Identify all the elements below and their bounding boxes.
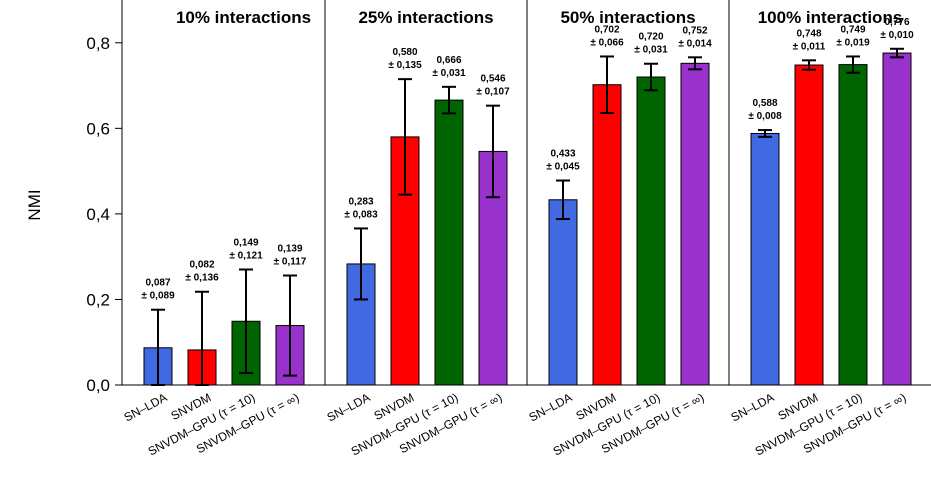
data-label-error: ± 0,083 (344, 209, 378, 220)
data-label-error: ± 0,135 (388, 60, 422, 71)
data-label-error: ± 0,117 (274, 256, 307, 267)
bar (636, 76, 666, 386)
category-label: SN–LDA (325, 390, 373, 424)
panel-title: 10% interactions (176, 8, 311, 27)
data-label-value: 0,087 (145, 278, 170, 289)
y-tick-label: 0,6 (86, 119, 110, 138)
bar (794, 64, 824, 386)
panel-title: 25% interactions (358, 8, 493, 27)
bar (838, 64, 868, 386)
bar (548, 199, 578, 386)
data-label-value: 0,433 (550, 149, 575, 160)
data-label-error: ± 0,008 (748, 111, 782, 122)
data-label-error: ± 0,121 (229, 251, 263, 262)
panel-title: 100% interactions (758, 8, 903, 27)
data-label-error: ± 0,089 (141, 291, 175, 302)
data-label-value: 0,082 (189, 260, 214, 271)
panel-title: 50% interactions (560, 8, 695, 27)
bar (680, 62, 710, 386)
y-tick-label: 0,0 (86, 376, 110, 395)
data-label-value: 0,702 (594, 24, 619, 35)
category-label: SN–LDA (527, 390, 575, 424)
data-label-error: ± 0,045 (546, 162, 580, 173)
data-label-error: ± 0,010 (880, 30, 914, 41)
y-tick-label: 0,4 (86, 205, 110, 224)
data-label-value: 0,748 (796, 28, 821, 39)
y-axis-label: NMI (25, 189, 44, 220)
bar (592, 84, 622, 386)
data-label-value: 0,720 (638, 32, 663, 43)
plot-area: 0,0 0,2 0,4 0,6 0,8 10% interactions 0,087 ± 0,… (86, 0, 931, 459)
bar (750, 132, 780, 386)
category-label: SN–LDA (729, 390, 777, 424)
data-label-value: 0,749 (840, 24, 865, 35)
y-tick-label: 0,8 (86, 34, 110, 53)
data-label-value: 0,588 (752, 98, 777, 109)
data-label-error: ± 0,011 (793, 41, 826, 52)
data-label-value: 0,283 (348, 196, 373, 207)
data-label-error: ± 0,107 (476, 87, 510, 98)
data-label-value: 0,776 (884, 17, 909, 28)
data-label-value: 0,666 (436, 55, 461, 66)
y-tick-label: 0,2 (86, 290, 110, 309)
bar (882, 52, 912, 386)
data-label-error: ± 0,031 (432, 68, 466, 79)
data-label-error: ± 0,031 (634, 45, 668, 56)
bar (434, 99, 464, 386)
data-label-error: ± 0,066 (590, 37, 624, 48)
data-label-value: 0,546 (480, 74, 505, 85)
data-label-value: 0,580 (392, 47, 417, 58)
category-label: SN–LDA (122, 390, 170, 424)
data-label-error: ± 0,014 (678, 38, 712, 49)
data-label-error: ± 0,019 (836, 37, 870, 48)
data-label-value: 0,149 (233, 238, 258, 249)
data-label-value: 0,752 (682, 25, 707, 36)
data-label-value: 0,139 (277, 243, 302, 254)
data-label-error: ± 0,136 (185, 273, 219, 284)
